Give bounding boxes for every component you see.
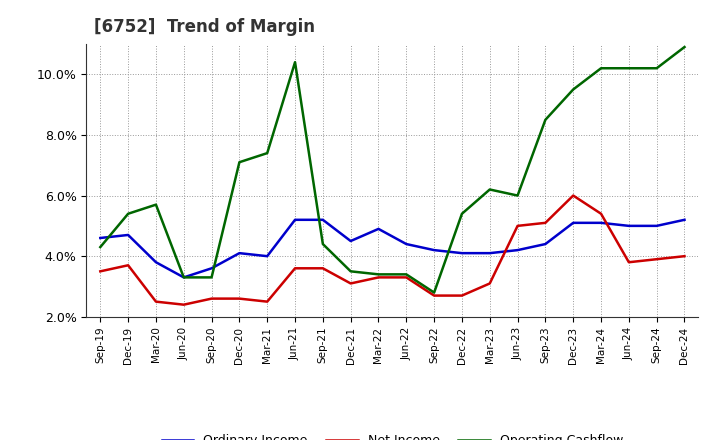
Net Income xyxy=(624,260,633,265)
Operating Cashflow xyxy=(318,242,327,247)
Ordinary Income xyxy=(597,220,606,225)
Ordinary Income xyxy=(680,217,689,223)
Net Income xyxy=(179,302,188,307)
Operating Cashflow xyxy=(597,66,606,71)
Operating Cashflow xyxy=(569,87,577,92)
Net Income xyxy=(96,269,104,274)
Net Income xyxy=(652,257,661,262)
Ordinary Income xyxy=(652,223,661,228)
Operating Cashflow xyxy=(235,160,243,165)
Ordinary Income xyxy=(96,235,104,241)
Net Income xyxy=(569,193,577,198)
Ordinary Income xyxy=(513,247,522,253)
Ordinary Income xyxy=(235,250,243,256)
Operating Cashflow xyxy=(96,245,104,250)
Text: [6752]  Trend of Margin: [6752] Trend of Margin xyxy=(94,18,315,36)
Net Income xyxy=(513,223,522,228)
Net Income xyxy=(458,293,467,298)
Net Income xyxy=(680,253,689,259)
Operating Cashflow xyxy=(374,272,383,277)
Net Income xyxy=(485,281,494,286)
Ordinary Income xyxy=(569,220,577,225)
Operating Cashflow xyxy=(541,117,550,122)
Line: Ordinary Income: Ordinary Income xyxy=(100,220,685,277)
Net Income xyxy=(152,299,161,304)
Net Income xyxy=(235,296,243,301)
Operating Cashflow xyxy=(263,150,271,156)
Operating Cashflow xyxy=(291,59,300,65)
Operating Cashflow xyxy=(152,202,161,207)
Operating Cashflow xyxy=(513,193,522,198)
Net Income xyxy=(597,211,606,216)
Operating Cashflow xyxy=(680,44,689,50)
Ordinary Income xyxy=(541,242,550,247)
Operating Cashflow xyxy=(652,66,661,71)
Operating Cashflow xyxy=(402,272,410,277)
Ordinary Income xyxy=(485,250,494,256)
Ordinary Income xyxy=(458,250,467,256)
Operating Cashflow xyxy=(485,187,494,192)
Ordinary Income xyxy=(402,242,410,247)
Ordinary Income xyxy=(124,232,132,238)
Line: Net Income: Net Income xyxy=(100,195,685,304)
Ordinary Income xyxy=(179,275,188,280)
Net Income xyxy=(346,281,355,286)
Operating Cashflow xyxy=(458,211,467,216)
Net Income xyxy=(124,263,132,268)
Net Income xyxy=(291,266,300,271)
Net Income xyxy=(430,293,438,298)
Legend: Ordinary Income, Net Income, Operating Cashflow: Ordinary Income, Net Income, Operating C… xyxy=(157,429,628,440)
Line: Operating Cashflow: Operating Cashflow xyxy=(100,47,685,293)
Operating Cashflow xyxy=(430,290,438,295)
Ordinary Income xyxy=(152,260,161,265)
Ordinary Income xyxy=(318,217,327,223)
Ordinary Income xyxy=(374,226,383,231)
Net Income xyxy=(541,220,550,225)
Ordinary Income xyxy=(263,253,271,259)
Ordinary Income xyxy=(291,217,300,223)
Operating Cashflow xyxy=(207,275,216,280)
Net Income xyxy=(318,266,327,271)
Ordinary Income xyxy=(346,238,355,244)
Net Income xyxy=(263,299,271,304)
Operating Cashflow xyxy=(124,211,132,216)
Operating Cashflow xyxy=(624,66,633,71)
Net Income xyxy=(402,275,410,280)
Ordinary Income xyxy=(624,223,633,228)
Operating Cashflow xyxy=(346,269,355,274)
Net Income xyxy=(207,296,216,301)
Ordinary Income xyxy=(430,247,438,253)
Operating Cashflow xyxy=(179,275,188,280)
Ordinary Income xyxy=(207,266,216,271)
Net Income xyxy=(374,275,383,280)
